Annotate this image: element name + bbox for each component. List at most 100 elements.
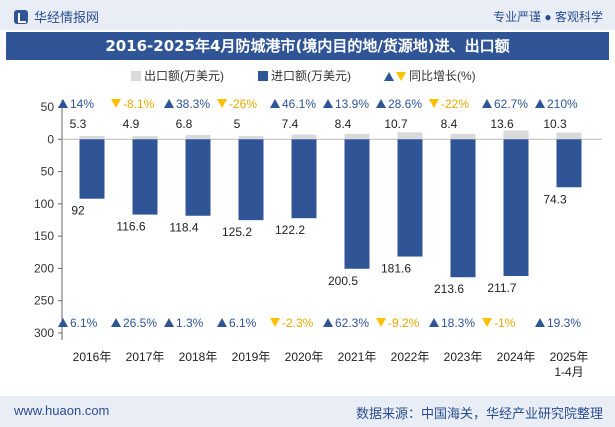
- export-bar: [556, 132, 582, 140]
- export-value-label: 10.7: [384, 117, 408, 131]
- import-growth-label: 6.1%: [229, 316, 257, 330]
- growth-up-icon: [535, 318, 545, 327]
- brand-logo-icon: [14, 9, 28, 24]
- growth-up-icon: [535, 99, 545, 108]
- import-growth-label: -1%: [494, 316, 516, 330]
- import-value-label: 200.5: [328, 274, 358, 288]
- growth-up-icon: [270, 99, 280, 108]
- export-growth-label: 13.9%: [335, 97, 369, 111]
- import-bar: [397, 139, 423, 257]
- growth-down-icon: [482, 318, 492, 327]
- export-value-label: 8.4: [441, 117, 458, 131]
- export-growth-label: 210%: [547, 97, 578, 111]
- y-tick-label: 0: [47, 132, 54, 146]
- x-tick-label: 2016年: [73, 350, 112, 364]
- growth-down-icon: [270, 318, 280, 327]
- y-tick-label: 50: [41, 100, 55, 114]
- export-growth-label: -8.1%: [123, 97, 155, 111]
- import-bar: [556, 139, 582, 188]
- export-growth-label: 62.7%: [494, 97, 528, 111]
- growth-up-icon: [376, 99, 386, 108]
- import-value-label: 181.6: [381, 262, 411, 276]
- import-bar: [291, 139, 317, 219]
- import-bar: [344, 139, 370, 269]
- export-growth-label: 38.3%: [176, 97, 210, 111]
- export-growth-label: 46.1%: [282, 97, 316, 111]
- x-tick-label: 2025年: [550, 350, 589, 364]
- export-bar: [450, 133, 476, 140]
- export-value-label: 8.4: [335, 117, 352, 131]
- top-bar: 华经情报网 专业严谨 ● 客观科学: [0, 0, 615, 30]
- x-tick-label: 1-4月: [554, 365, 583, 379]
- export-bar: [344, 133, 370, 140]
- export-growth-label: -22%: [441, 97, 469, 111]
- growth-down-icon: [111, 99, 121, 108]
- y-tick-label: 300: [34, 326, 54, 340]
- import-growth-label: 26.5%: [123, 316, 157, 330]
- growth-down-icon: [217, 99, 227, 108]
- growth-up-icon: [164, 99, 174, 108]
- export-value-label: 7.4: [282, 117, 299, 131]
- import-growth-label: -9.2%: [388, 316, 420, 330]
- import-bar: [238, 139, 264, 221]
- export-value-label: 13.6: [490, 117, 514, 131]
- import-value-label: 213.6: [434, 282, 464, 296]
- import-value-label: 125.2: [222, 225, 252, 239]
- legend-triangle-up-icon: [384, 72, 394, 81]
- import-value-label: 118.4: [169, 221, 198, 235]
- x-tick-label: 2022年: [391, 350, 430, 364]
- x-tick-label: 2019年: [232, 350, 271, 364]
- legend-label-growth: 同比增长(%): [409, 69, 476, 83]
- growth-up-icon: [111, 318, 121, 327]
- export-bar: [503, 130, 529, 140]
- y-tick-label: 250: [34, 294, 54, 308]
- import-value-label: 211.7: [487, 281, 516, 295]
- import-growth-label: 18.3%: [441, 316, 475, 330]
- title-bar: 2016-2025年4月防城港市(境内目的地/货源地)进、出口额: [6, 32, 609, 60]
- import-value-label: 122.2: [275, 223, 305, 237]
- export-value-label: 10.3: [543, 117, 567, 131]
- growth-up-icon: [217, 318, 227, 327]
- export-bar: [79, 135, 105, 140]
- export-growth-label: 14%: [70, 97, 94, 111]
- legend-swatch-import: [258, 71, 268, 81]
- export-value-label: 5: [234, 117, 241, 131]
- brand-name: 华经情报网: [34, 10, 100, 25]
- export-value-label: 5.3: [70, 117, 87, 131]
- export-value-label: 6.8: [176, 117, 193, 131]
- export-bar: [132, 136, 158, 140]
- y-tick-label: 100: [34, 197, 54, 211]
- x-tick-label: 2023年: [444, 350, 483, 364]
- growth-up-icon: [429, 318, 439, 327]
- import-bar: [79, 139, 105, 199]
- y-tick-label: 200: [34, 261, 54, 275]
- import-growth-label: -2.3%: [282, 316, 314, 330]
- legend-label-import: 进口额(万美元): [271, 69, 351, 83]
- growth-down-icon: [376, 318, 386, 327]
- import-growth-label: 19.3%: [547, 316, 581, 330]
- brand[interactable]: 华经情报网: [14, 7, 99, 26]
- x-tick-label: 2020年: [285, 350, 324, 364]
- export-growth-label: -26%: [229, 97, 257, 111]
- import-bar: [185, 139, 211, 216]
- import-value-label: 92: [71, 204, 85, 218]
- data-source: 数据来源：中国海关，华经产业研究院整理: [355, 406, 603, 421]
- site-url[interactable]: www.huaon.com: [14, 403, 110, 418]
- x-tick-label: 2024年: [497, 350, 536, 364]
- growth-up-icon: [58, 99, 68, 108]
- legend-swatch-export: [131, 71, 141, 81]
- chart-title: 2016-2025年4月防城港市(境内目的地/货源地)进、出口额: [105, 37, 510, 55]
- slogan: 专业严谨 ● 客观科学: [493, 10, 603, 24]
- import-growth-label: 6.1%: [70, 316, 98, 330]
- x-tick-label: 2017年: [126, 350, 165, 364]
- growth-down-icon: [429, 99, 439, 108]
- growth-up-icon: [323, 99, 333, 108]
- import-bar: [450, 139, 476, 278]
- export-bar: [397, 132, 423, 140]
- export-bar: [185, 134, 211, 140]
- import-bar: [132, 139, 158, 215]
- legend-label-export: 出口额(万美元): [144, 69, 224, 83]
- x-tick-label: 2018年: [179, 350, 218, 364]
